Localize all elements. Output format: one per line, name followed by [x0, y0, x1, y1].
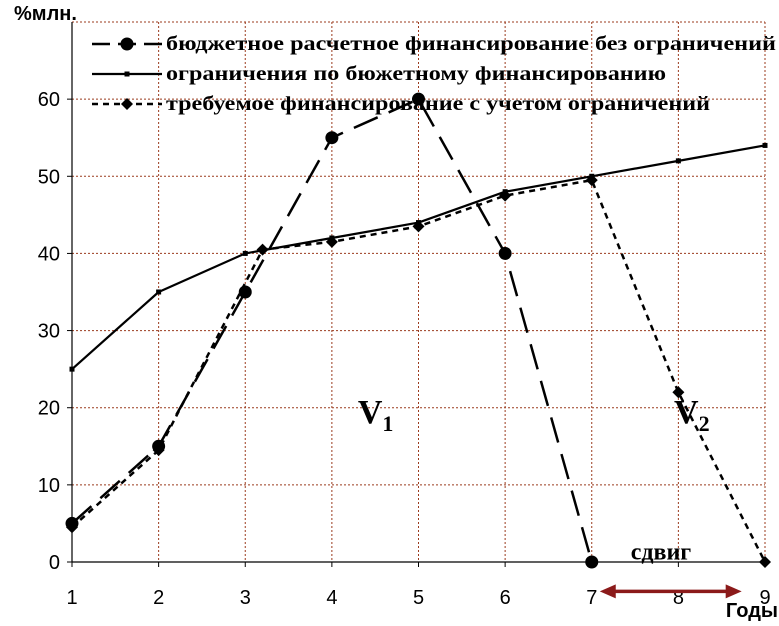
data-point-3 — [66, 521, 78, 534]
data-point-3 — [412, 220, 425, 233]
x-axis-label: Годы — [726, 600, 778, 622]
annotations: V1 V2 сдвиг — [358, 394, 742, 599]
legend-label-2: ограничения по бюжетному финансированию — [166, 63, 666, 85]
x-tick-label: 5 — [413, 587, 424, 609]
y-axis-label: %млн. — [14, 3, 77, 25]
data-point-3 — [672, 386, 685, 399]
data-point-3 — [152, 444, 165, 457]
data-point-1 — [238, 285, 252, 299]
legend: бюджетное расчетное финансирование без о… — [92, 33, 776, 115]
legend-marker-2 — [124, 71, 130, 77]
shift-label: сдвиг — [631, 540, 692, 566]
y-tick-label: 50 — [38, 166, 60, 188]
data-point-2 — [242, 250, 248, 256]
x-tick-label: 6 — [500, 587, 511, 609]
y-tick-label: 20 — [38, 398, 60, 420]
data-point-2 — [675, 158, 681, 164]
grid — [72, 21, 766, 562]
data-point-1 — [325, 131, 339, 145]
x-tick-label: 8 — [673, 587, 684, 609]
data-point-2 — [69, 366, 75, 372]
data-point-3 — [499, 189, 512, 202]
shift-arrow-head-left — [599, 584, 616, 599]
x-tick-label: 1 — [66, 587, 77, 609]
y-tick-label: 10 — [38, 475, 60, 497]
legend-label-1: бюджетное расчетное финансирование без о… — [166, 33, 776, 55]
data-point-3 — [759, 556, 771, 568]
x-tick-label: 4 — [326, 587, 337, 609]
data-point-1 — [498, 246, 512, 260]
legend-marker-3 — [121, 98, 133, 110]
data-point-2 — [156, 289, 162, 295]
data-point-1 — [412, 92, 425, 106]
data-point-3 — [325, 235, 338, 248]
x-tick-label: 3 — [240, 587, 251, 609]
tick-labels: 0 10 20 30 40 50 60 1 2 3 4 5 6 7 8 9 %млн. Годы — [14, 3, 778, 622]
shift-arrow-head-right — [725, 584, 742, 599]
legend-label-3: требуемое финансирование с учетом ограни… — [166, 93, 710, 115]
data-point-2 — [762, 142, 768, 148]
y-tick-label: 30 — [38, 321, 60, 343]
y-tick-label: 60 — [38, 89, 60, 111]
data-point-3 — [585, 174, 598, 187]
annotation-v2: V2 — [674, 394, 710, 436]
annotation-v1: V1 — [358, 394, 394, 436]
legend-marker-1 — [120, 37, 134, 51]
y-tick-label: 40 — [38, 243, 60, 265]
data-point-1 — [585, 555, 599, 569]
x-tick-label: 2 — [153, 587, 164, 609]
axes — [67, 22, 766, 567]
y-tick-label: 0 — [49, 552, 60, 574]
data-point-3 — [256, 243, 269, 256]
x-tick-label: 7 — [586, 587, 597, 609]
series-lines — [65, 92, 771, 569]
x-tick-label: 9 — [759, 587, 770, 609]
